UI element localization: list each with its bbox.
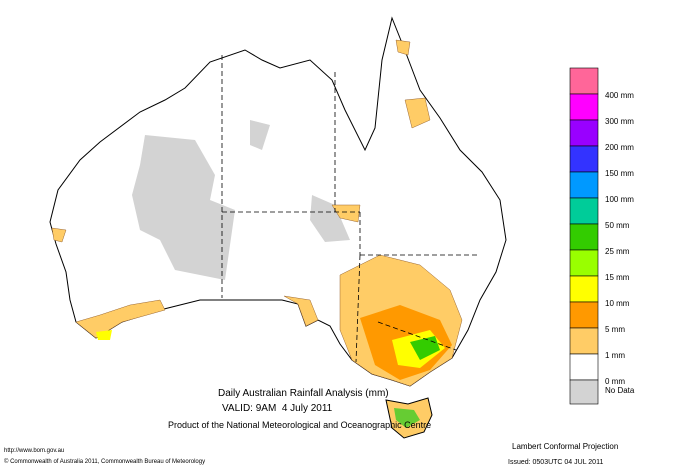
legend-swatch	[569, 119, 599, 147]
legend-swatch	[569, 379, 599, 405]
title: Daily Australian Rainfall Analysis (mm)	[218, 388, 389, 399]
url: http://www.bom.gov.au	[4, 448, 64, 454]
legend-label: 200 mm	[605, 143, 634, 152]
legend-label: No Data	[605, 386, 635, 395]
rain-25mm	[410, 336, 440, 360]
legend-label: 10 mm	[605, 299, 630, 308]
legend-label: 5 mm	[605, 325, 625, 334]
legend-label: 15 mm	[605, 273, 630, 282]
legend-label: 50 mm	[605, 221, 630, 230]
legend-label: 100 mm	[605, 195, 634, 204]
issued: Issued: 0503UTC 04 JUL 2011	[508, 459, 603, 466]
legend-label: 25 mm	[605, 247, 630, 256]
legend-swatch	[569, 327, 599, 355]
valid-time: VALID: 9AM 4 July 2011	[222, 403, 333, 414]
tasmania-green	[394, 408, 420, 428]
legend-swatch	[569, 145, 599, 173]
legend-swatch	[569, 171, 599, 199]
legend-swatch	[569, 275, 599, 303]
legend-swatch	[569, 67, 599, 95]
legend-swatch	[569, 197, 599, 225]
legend-swatch	[569, 223, 599, 251]
legend-label: 1 mm	[605, 351, 625, 360]
copyright: © Commonwealth of Australia 2011, Common…	[4, 458, 205, 465]
rain-west-10mm	[96, 330, 112, 340]
legend-swatch	[569, 93, 599, 121]
legend-label: 0 mm	[605, 377, 625, 386]
product-note: Product of the National Meteorological a…	[168, 420, 431, 430]
legend-label: 400 mm	[605, 91, 634, 100]
legend-swatch	[569, 249, 599, 277]
no-data-region	[132, 120, 350, 280]
state-borders	[221, 55, 480, 363]
projection: Lambert Conformal Projection	[512, 442, 618, 451]
legend	[569, 67, 599, 405]
legend-swatch	[569, 301, 599, 329]
legend-label: 150 mm	[605, 169, 634, 178]
legend-label: 300 mm	[605, 117, 634, 126]
legend-swatch	[569, 353, 599, 381]
